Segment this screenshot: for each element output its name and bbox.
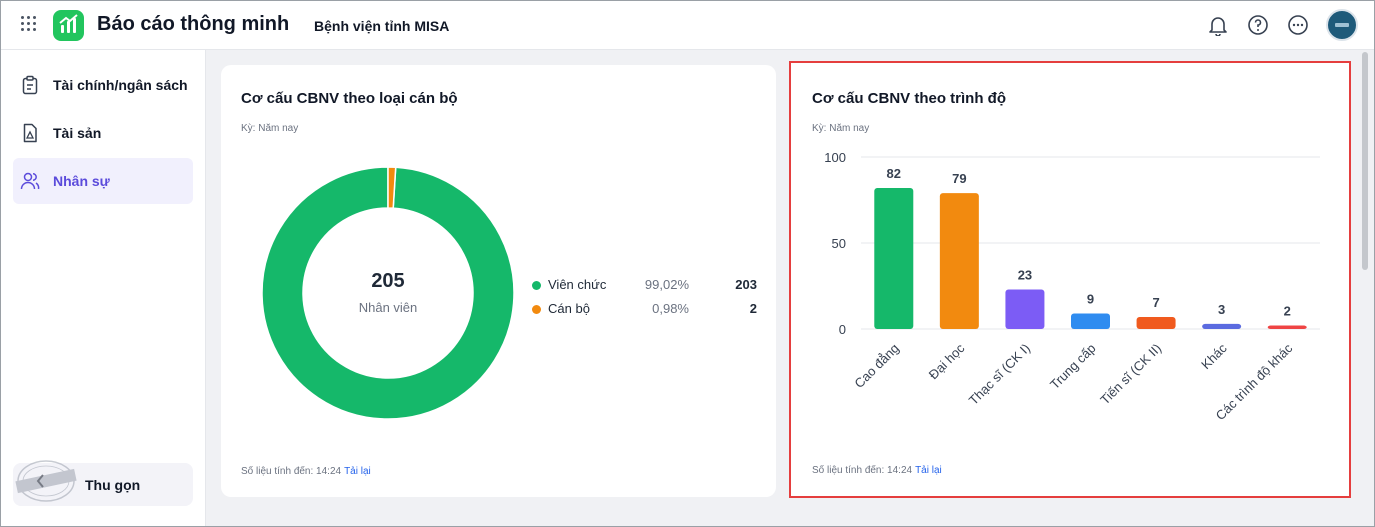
bar[interactable] (1136, 316, 1176, 329)
legend-value: 203 (735, 277, 757, 292)
updated-time-text: Số liệu tính đến: 14:24 (812, 465, 913, 476)
collapse-label: Thu gọn (85, 476, 141, 493)
user-avatar[interactable] (1326, 9, 1358, 41)
sample-data-stamp (15, 460, 77, 502)
top-header: Báo cáo thông minh Bệnh viện tỉnh MISA (0, 0, 1375, 50)
apps-grid-icon[interactable] (21, 16, 37, 32)
bar[interactable] (1071, 313, 1110, 329)
staff-type-card: Cơ cấu CBNV theo loại cán bộ Kỳ: Năm nay… (221, 65, 776, 497)
x-tick-label: Trung cấp (1047, 341, 1099, 393)
help-icon[interactable] (1247, 14, 1269, 36)
staff-level-card: Cơ cấu CBNV theo trình độ Kỳ: Năm nay 0 5… (789, 61, 1351, 498)
reload-link[interactable]: Tải lại (915, 465, 942, 476)
legend-color-dot (532, 305, 541, 314)
legend-percent: 0,98% (652, 301, 689, 316)
legend-color-dot (532, 281, 541, 290)
card-title: Cơ cấu CBNV theo loại cán bộ (241, 90, 458, 107)
y-tick-label: 0 (839, 322, 846, 337)
period-label: Kỳ: Năm nay (241, 123, 299, 134)
sidebar-item-label: Tài sản (53, 125, 102, 141)
users-icon (20, 172, 40, 190)
legend-value: 2 (749, 301, 757, 316)
period-label: Kỳ: Năm nay (812, 123, 870, 134)
card-footer: Số liệu tính đến: 14:24 Tải lại (812, 465, 942, 476)
bar[interactable] (939, 193, 979, 329)
more-icon[interactable] (1287, 14, 1309, 36)
sidebar-item-finance[interactable]: Tài chính/ngân sách (13, 62, 193, 108)
staff-type-donut-chart (261, 166, 515, 420)
legend-label: Cán bộ (548, 301, 590, 316)
sidebar-item-label: Tài chính/ngân sách (53, 77, 188, 93)
bar-value-label: 9 (1087, 292, 1094, 307)
updated-time-text: Số liệu tính đến: 14:24 (241, 466, 342, 477)
y-tick-label: 100 (824, 150, 846, 165)
card-title: Cơ cấu CBNV theo trình độ (812, 90, 1006, 107)
x-tick-label: Thạc sĩ (CK I) (966, 341, 1033, 408)
card-footer: Số liệu tính đến: 14:24 Tải lại (241, 466, 371, 477)
bar-value-label: 23 (1018, 267, 1032, 282)
sidebar-item-label: Nhân sự (53, 173, 110, 189)
bar[interactable] (1267, 325, 1307, 329)
legend-percent: 99,02% (644, 277, 689, 292)
sidebar-item-hr[interactable]: Nhân sự (13, 158, 193, 204)
bell-icon[interactable] (1207, 14, 1229, 36)
legend-item[interactable]: Viên chức 99,02% 203 (532, 276, 760, 294)
bar[interactable] (1005, 289, 1045, 329)
app-logo (53, 10, 84, 41)
app-title: Báo cáo thông minh (97, 13, 290, 35)
sidebar: Tài chính/ngân sách Tài sản Nhân sự Thu … (0, 50, 206, 527)
legend-item[interactable]: Cán bộ 0,98% 2 (532, 300, 760, 318)
donut-total-label: Nhân viên (358, 300, 418, 315)
clipboard-icon (22, 75, 38, 95)
document-icon (23, 123, 37, 143)
x-tick-label: Cao đẳng (851, 341, 901, 391)
x-tick-label: Khác (1198, 340, 1230, 372)
organization-name[interactable]: Bệnh viện tỉnh MISA (314, 18, 450, 34)
bar-value-label: 79 (952, 171, 966, 186)
bar-value-label: 2 (1284, 304, 1291, 319)
donut-slice-0[interactable] (261, 166, 515, 420)
donut-slice-1[interactable] (387, 166, 397, 209)
sidebar-item-assets[interactable]: Tài sản (13, 110, 193, 156)
donut-total-value: 205 (371, 270, 405, 292)
bar[interactable] (1202, 323, 1242, 329)
x-tick-label: Tiến sĩ (CK II) (1097, 341, 1164, 408)
legend-label: Viên chức (548, 277, 607, 292)
bar-value-label: 7 (1152, 295, 1159, 310)
page-scrollbar[interactable] (1362, 52, 1368, 270)
bar[interactable] (874, 187, 914, 329)
bar-value-label: 3 (1218, 302, 1225, 317)
x-tick-label: Đại học (926, 340, 968, 382)
bar-value-label: 82 (887, 166, 901, 181)
reload-link[interactable]: Tải lại (344, 466, 371, 477)
y-tick-label: 50 (832, 236, 846, 251)
